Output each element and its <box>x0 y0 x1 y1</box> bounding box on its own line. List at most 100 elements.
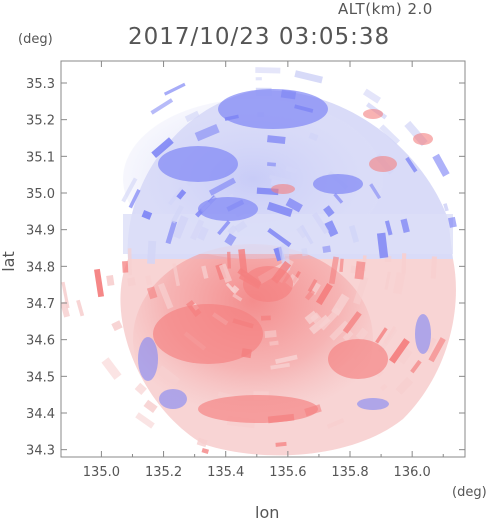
echo-streak <box>176 189 187 200</box>
echo-streak <box>76 299 85 317</box>
y-axis-label: lat <box>0 251 18 272</box>
echo-fragment-red <box>413 133 433 145</box>
echo-streak <box>315 282 333 306</box>
echo-streak <box>384 256 392 263</box>
echo-streak <box>275 354 298 364</box>
echo-streak <box>322 245 331 253</box>
echo-streak <box>342 311 362 334</box>
echo-streak <box>151 137 174 159</box>
echo-streak <box>128 189 141 209</box>
y-tick-label: 35.1 <box>26 150 55 165</box>
echo-streak <box>383 325 397 344</box>
echo-streak <box>397 347 413 365</box>
echo-streak <box>134 382 147 395</box>
echo-streak <box>172 263 181 287</box>
echo-streak <box>106 275 115 287</box>
echo-streak <box>329 320 350 341</box>
echo-strong-red <box>153 304 263 364</box>
y-tick-label: 34.5 <box>26 370 55 385</box>
echo-streak <box>267 227 292 248</box>
y-tick-label: 35.2 <box>26 114 55 129</box>
echo-streak <box>300 224 314 245</box>
echo-streak <box>260 315 271 321</box>
x-tick-label: 135.0 <box>83 465 120 480</box>
echo-streak <box>141 210 153 220</box>
echo-streak <box>163 82 186 96</box>
y-tick-label: 34.4 <box>26 407 55 422</box>
echo-streak <box>165 220 178 245</box>
echo-streak <box>430 256 437 279</box>
echo-streak <box>217 220 231 236</box>
echo-streak <box>135 412 155 429</box>
echo-streak <box>143 399 158 413</box>
echo-streak <box>294 70 323 84</box>
echo-streak <box>324 220 339 237</box>
echo-streak <box>267 135 286 145</box>
echo-streak <box>301 247 308 257</box>
echo-streak <box>410 359 422 374</box>
echo-streak <box>238 248 248 274</box>
echo-streak <box>158 282 174 310</box>
echo-fringe-blue <box>138 337 158 381</box>
echo-streak <box>172 215 189 240</box>
echo-streak <box>190 219 205 241</box>
echo-streak <box>61 301 70 318</box>
echo-fragment-red <box>271 184 295 194</box>
echo-streak <box>122 261 129 273</box>
echo-streak <box>234 220 248 233</box>
echo-streak <box>145 275 153 286</box>
echo-streak <box>156 365 180 386</box>
echo-streak <box>375 327 388 344</box>
y-tick-label: 35.0 <box>26 187 55 202</box>
echo-streak <box>309 314 331 335</box>
echo-fragment-red <box>363 109 383 119</box>
echo-streak <box>342 330 354 342</box>
echo-streak <box>146 286 158 300</box>
echo-streak <box>389 338 410 364</box>
echo-streak <box>194 123 220 142</box>
echo-streak <box>197 226 209 241</box>
echo-streak <box>384 220 393 236</box>
y-tick-label: 34.8 <box>26 260 55 275</box>
echo-streak <box>326 418 345 429</box>
echo-streak <box>339 258 344 272</box>
echo-streak <box>380 383 388 391</box>
echo-streak <box>384 271 391 290</box>
echo-streak <box>168 186 184 206</box>
echo-streak <box>101 357 122 380</box>
echo-streak <box>264 330 277 338</box>
echo-streak <box>111 320 123 332</box>
echo-streak <box>400 218 410 233</box>
echo-streak <box>150 98 174 115</box>
echo-streak <box>196 437 208 448</box>
axis-ticks: 135.0 135.2 135.4 135.6 135.8 136.0 34.3 34.4 34… <box>26 61 465 480</box>
echo-streak <box>275 441 287 447</box>
echo-strong-red <box>198 395 318 423</box>
echo-streak <box>232 293 243 302</box>
echo-streak <box>147 240 157 265</box>
echo-streak <box>227 251 232 269</box>
echo-streak <box>285 197 303 213</box>
x-axis-unit: (deg) <box>452 485 487 500</box>
echo-streak <box>369 183 382 200</box>
echo-streak <box>354 261 366 280</box>
echo-fringe-blue <box>357 398 389 410</box>
x-axis-label: lon <box>255 503 280 522</box>
x-tick-label: 135.8 <box>331 465 368 480</box>
x-tick-label: 136.0 <box>394 465 431 480</box>
echo-streak <box>218 263 233 283</box>
echo-streak <box>428 337 446 363</box>
y-tick-label: 34.7 <box>26 297 55 312</box>
timestamp-title: 2017/10/23 03:05:38 <box>128 24 391 50</box>
echo-strong-blue <box>158 146 238 182</box>
echo-streak <box>353 276 369 305</box>
echo-streak <box>432 153 450 177</box>
echo-strong-blue <box>218 89 328 129</box>
echo-strong-blue <box>313 174 363 194</box>
echo-streak <box>296 226 307 239</box>
echo-streak <box>255 77 262 81</box>
echo-fragment-red <box>369 156 397 172</box>
echo-streak <box>121 177 138 203</box>
echo-streak <box>268 174 296 185</box>
